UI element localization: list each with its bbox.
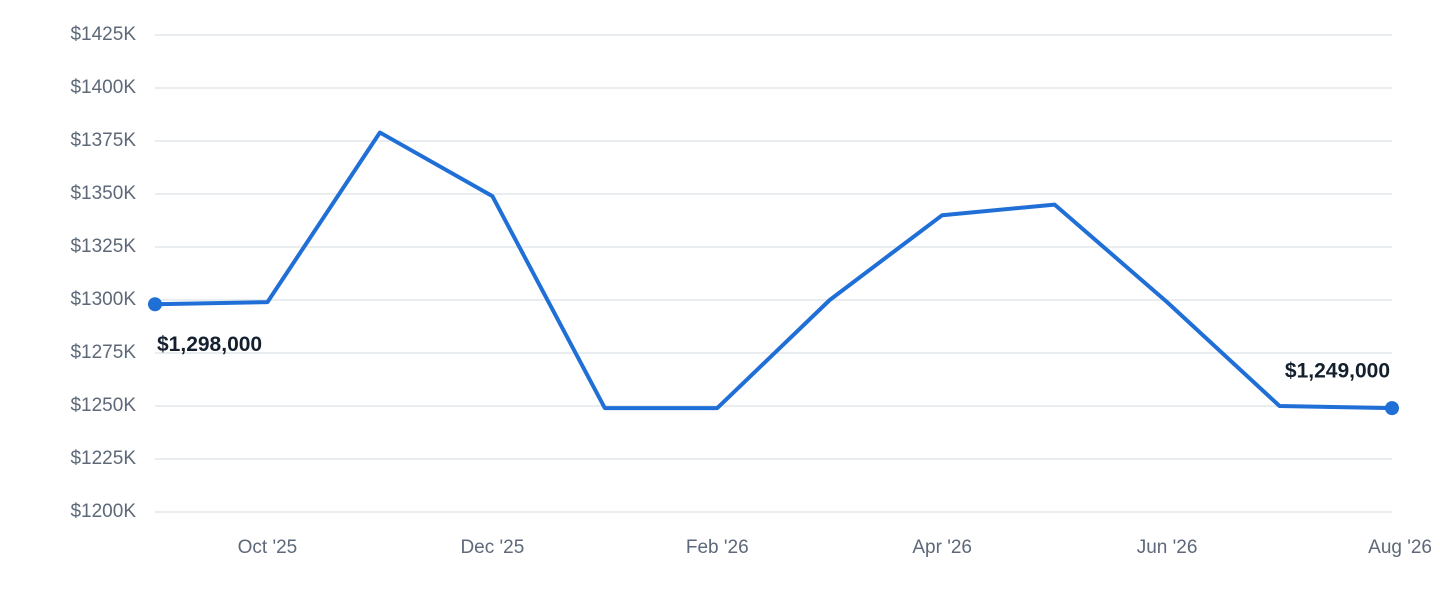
- y-tick-label: $1225K: [70, 448, 136, 469]
- y-tick-label: $1325K: [70, 236, 136, 257]
- end-point: [148, 297, 162, 312]
- y-tick-label: $1250K: [70, 395, 136, 416]
- x-tick-label: Oct '25: [238, 537, 298, 558]
- x-tick-label: Jun '26: [1137, 537, 1198, 558]
- y-tick-label: $1200K: [70, 501, 136, 522]
- y-tick-label: $1275K: [70, 342, 136, 363]
- y-tick-label: $1425K: [70, 24, 136, 45]
- value-label: $1,298,000: [157, 333, 262, 356]
- x-tick-label: Aug '26: [1368, 537, 1432, 558]
- y-tick-label: $1300K: [70, 289, 136, 310]
- end-point: [1385, 401, 1399, 416]
- value-label: $1,249,000: [1285, 360, 1390, 383]
- x-tick-label: Feb '26: [686, 537, 749, 558]
- y-tick-label: $1400K: [70, 77, 136, 98]
- y-tick-label: $1375K: [70, 130, 136, 151]
- x-tick-label: Apr '26: [912, 537, 972, 558]
- x-tick-label: Dec '25: [460, 537, 524, 558]
- y-tick-label: $1350K: [70, 183, 136, 204]
- line: [154, 130, 1393, 411]
